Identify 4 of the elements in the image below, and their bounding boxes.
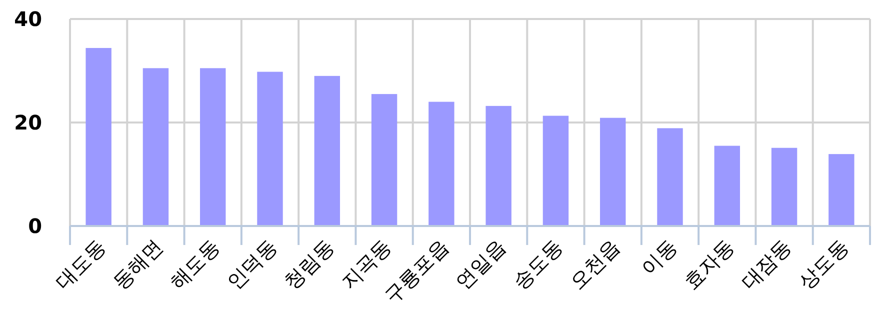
x-tick-label: 이동 xyxy=(636,234,682,280)
y-tick-label: 20 xyxy=(14,110,42,134)
y-tick-label: 40 xyxy=(14,7,42,31)
y-tick-label: 0 xyxy=(28,214,42,238)
